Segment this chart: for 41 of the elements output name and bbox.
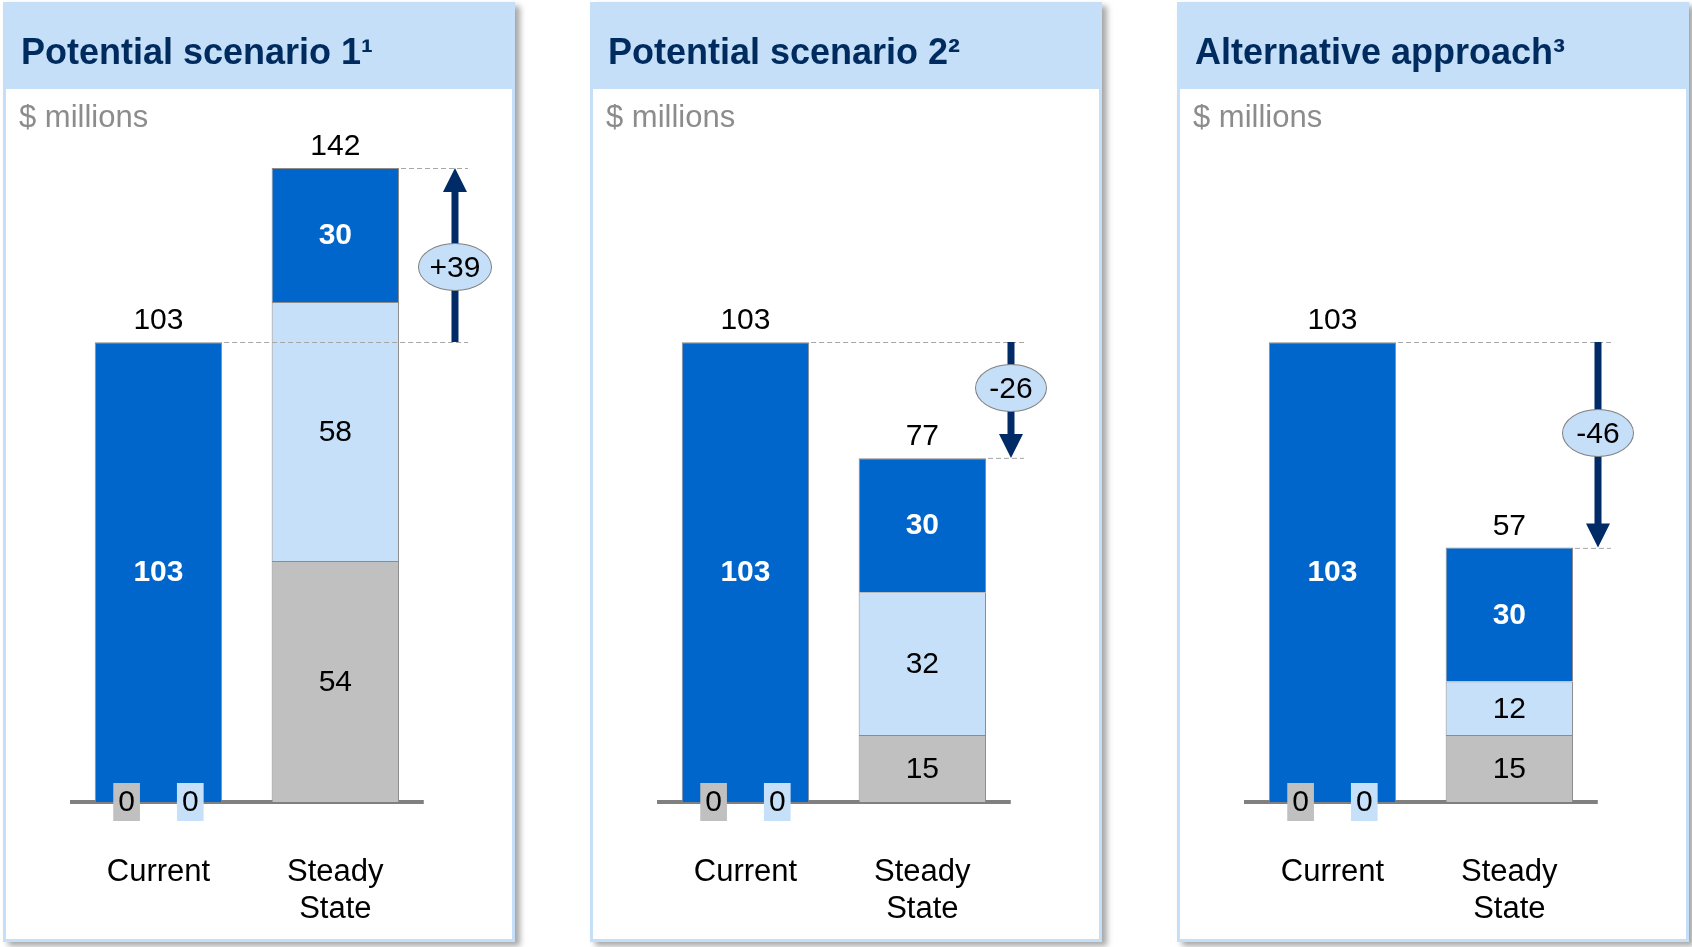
x-tick-label: Steady State [287,853,385,926]
oval: -46 [1562,408,1634,457]
chart-title: Potential scenario 1¹ [6,5,512,89]
x-tick-label: Current [1280,853,1385,889]
data-label: 0 [1355,784,1373,818]
total-label: 57 [1492,507,1527,541]
annotation: -46 [1576,415,1620,449]
oval: -26 [975,364,1047,413]
data-label: 30 [318,217,353,251]
data-label: 0 [1292,784,1309,818]
data-label: 15 [905,750,940,784]
data-label: 32 [905,645,940,679]
data-label: 103 [133,554,184,588]
data-label: 30 [1492,596,1527,630]
data-label: 103 [720,554,771,588]
chart-subtitle: $ millions [19,99,149,135]
total-label: 103 [1307,302,1358,336]
x-tick-label: Current [693,853,798,889]
data-label: 12 [1492,690,1527,724]
data-label: 58 [318,413,353,447]
data-label: 103 [1307,554,1358,588]
total-label: 103 [720,302,771,336]
data-label: 0 [705,784,722,818]
data-label: 54 [318,663,353,697]
data-label: 0 [181,784,199,818]
total-label: 77 [905,418,940,452]
chart-title: Potential scenario 2² [593,5,1099,89]
x-tick-label: Current [106,853,211,889]
chart-title: Alternative approach³ [1180,5,1686,89]
data-label: 0 [768,784,786,818]
total-label: 142 [310,128,361,161]
oval: +39 [417,243,493,292]
data-label: 0 [118,784,135,818]
chart-subtitle: $ millions [606,99,736,135]
x-tick-label: Steady State [1461,853,1559,926]
data-label: 30 [905,507,940,541]
data-label: 15 [1492,750,1527,784]
total-label: 103 [133,302,184,336]
annotation: -26 [989,371,1033,405]
x-tick-label: Steady State [874,853,972,926]
chart-subtitle: $ millions [1193,99,1323,135]
